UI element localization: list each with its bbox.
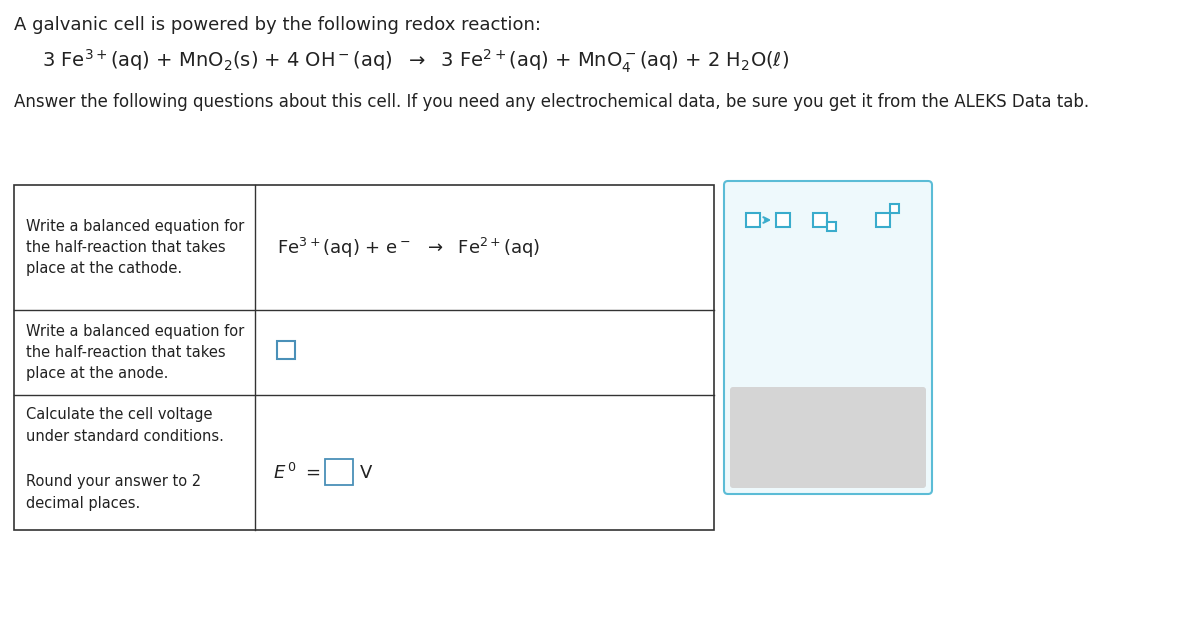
Text: Write a balanced equation for
the half-reaction that takes
place at the anode.: Write a balanced equation for the half-r… [26, 324, 245, 381]
Bar [814, 213, 827, 227]
Bar [14, 185, 714, 530]
Text: Calculate the cell voltage
under standard conditions.

Round your answer to 2
de: Calculate the cell voltage under standar… [26, 407, 224, 511]
Text: Answer the following questions about this cell. If you need any electrochemical : Answer the following questions about thi… [14, 93, 1090, 111]
Text: Fe$^{3+}$(aq) + e$^-$  $\rightarrow$  Fe$^{2+}$(aq): Fe$^{3+}$(aq) + e$^-$ $\rightarrow$ Fe$^… [277, 236, 540, 260]
FancyBboxPatch shape [730, 387, 926, 488]
Bar [325, 458, 353, 485]
Bar [776, 213, 790, 227]
Bar [876, 213, 890, 227]
Bar [746, 213, 760, 227]
Text: ↺: ↺ [862, 426, 882, 450]
Text: $e^-$: $e^-$ [750, 270, 778, 290]
Text: V: V [360, 463, 372, 482]
Bar [277, 340, 295, 359]
Text: $E^{\,0}$: $E^{\,0}$ [274, 463, 296, 483]
FancyBboxPatch shape [724, 181, 932, 494]
Bar [827, 222, 836, 231]
Text: A galvanic cell is powered by the following redox reaction:: A galvanic cell is powered by the follow… [14, 16, 541, 34]
Text: ×: × [778, 426, 798, 450]
Text: Write a balanced equation for
the half-reaction that takes
place at the cathode.: Write a balanced equation for the half-r… [26, 219, 245, 276]
Text: =: = [305, 463, 320, 482]
Text: 3 Fe$^{3+}$(aq) + MnO$_2$(s) + 4 OH$^-$(aq)  $\rightarrow$  3 Fe$^{2+}$(aq) + Mn: 3 Fe$^{3+}$(aq) + MnO$_2$(s) + 4 OH$^-$(… [42, 48, 790, 75]
Bar [890, 204, 899, 213]
